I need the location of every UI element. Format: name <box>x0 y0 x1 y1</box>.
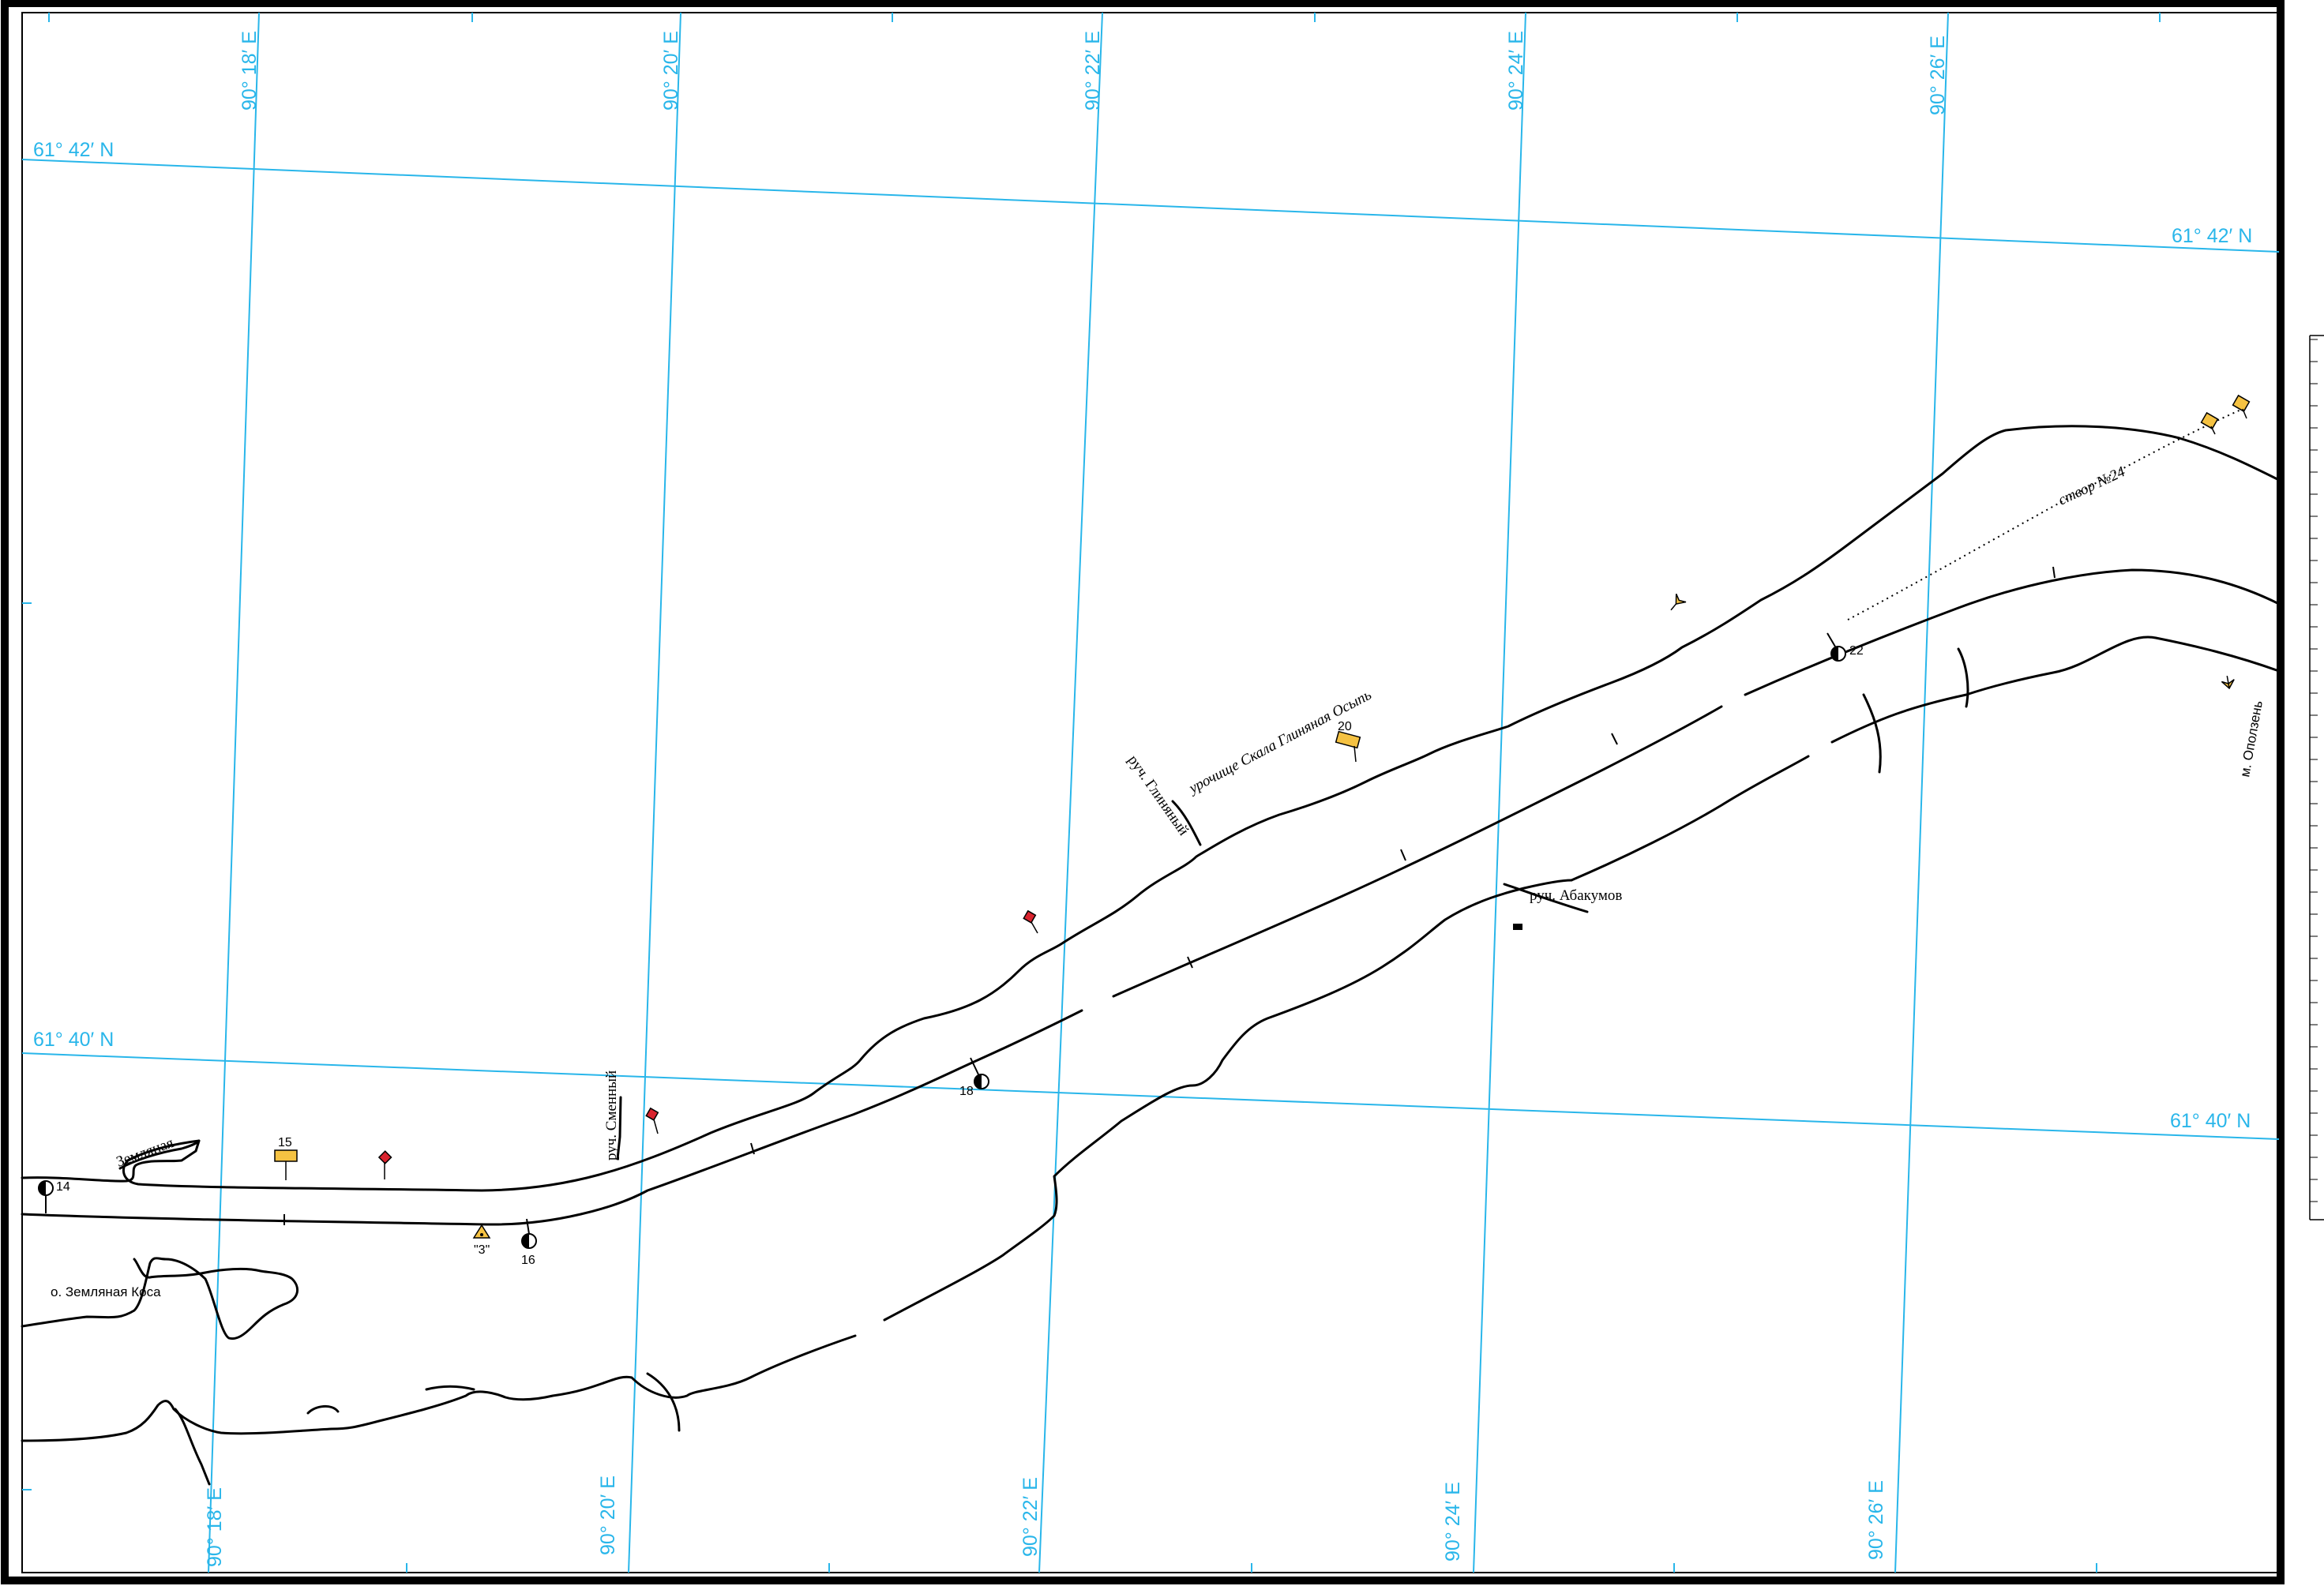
floating-buoys <box>38 632 1846 1249</box>
meridian-label-top-18: 90° 18′ E <box>238 31 261 111</box>
parallel-61-40 <box>21 1052 2280 1140</box>
island-lower-shore <box>21 1400 333 1442</box>
meridian-label-bottom-22: 90° 22′ E <box>1019 1477 1042 1557</box>
chart-inner-frame <box>21 12 2280 1573</box>
meridian-label-bottom-20: 90° 20′ E <box>597 1475 619 1555</box>
yellow-flag-sign-icon <box>2232 394 2251 419</box>
label-m-opolzen: м. Оползень <box>2237 699 2266 778</box>
half-filled-circle-icon <box>1827 632 1846 662</box>
yellow-triangle-icon <box>472 1224 491 1239</box>
half-filled-circle-icon <box>38 1180 54 1213</box>
meridian-label-top-22: 90° 22′ E <box>1082 31 1104 111</box>
meridian-90-20 <box>628 12 681 1573</box>
meridian-label-top-26: 90° 26′ E <box>1927 36 1949 115</box>
meridian-label-bottom-24: 90° 24′ E <box>1442 1482 1464 1562</box>
label-ruch-glinyany: руч. Глиняный <box>1124 752 1192 839</box>
label-o-zemlyanaya-kosa: о. Земляная Коса <box>51 1284 161 1299</box>
south-bank-2 <box>883 879 1573 1322</box>
meridian-labels-bottom: 90° 18′ E 90° 20′ E 90° 22′ E 90° 24′ E … <box>204 1475 1887 1567</box>
label-zemlyanaya: Земляная <box>115 1134 176 1171</box>
yellow-flag-sign-icon <box>2200 411 2219 435</box>
parallel-label-42-left: 61° 42′ N <box>33 139 114 161</box>
fairway-line-3 <box>1744 568 2281 696</box>
km-label-14: 14 <box>56 1180 70 1194</box>
meridian-label-top-20: 90° 20′ E <box>660 31 682 111</box>
red-buoys <box>377 909 1038 1179</box>
km-label-18: 18 <box>959 1085 974 1098</box>
south-bank-3 <box>1570 755 1810 882</box>
km-label-3: "3" <box>474 1243 490 1257</box>
red-diamond-icon <box>645 1107 659 1134</box>
river-banks <box>21 425 2281 1486</box>
label-stvor: створ №24 <box>2056 463 2128 509</box>
side-scale-strip <box>2309 335 2324 1220</box>
red-diamond-icon <box>1023 909 1038 934</box>
creek-smenny <box>616 1096 622 1160</box>
stvor-leading-line <box>1847 408 2243 621</box>
creek-glinyany <box>1171 800 1202 846</box>
fairway-line <box>21 1009 1083 1226</box>
border-ticks <box>22 13 2161 1573</box>
meridian-label-top-24: 90° 24′ E <box>1505 31 1527 111</box>
bank-signs <box>274 394 2251 1180</box>
shore-fragment-1 <box>306 1405 340 1415</box>
meridian-label-bottom-26: 90° 26′ E <box>1865 1480 1887 1560</box>
km-label-16: 16 <box>521 1254 535 1267</box>
meridian-label-bottom-18: 90° 18′ E <box>204 1487 226 1567</box>
kilometer-labels: 14 15 16 18 20 22 "3" <box>56 644 1864 1267</box>
parallel-label-40-right: 61° 40′ N <box>2170 1110 2251 1132</box>
meridian-lines <box>208 12 1949 1573</box>
fairway-ticks <box>283 566 2056 1225</box>
black-rectangle-icon <box>1513 924 1522 930</box>
parallel-labels: 61° 42′ N 61° 42′ N 61° 40′ N 61° 40′ N <box>33 139 2252 1132</box>
km-label-15: 15 <box>278 1136 292 1149</box>
meridian-90-24 <box>1473 12 1526 1573</box>
half-filled-circle-icon <box>521 1218 537 1249</box>
parallel-61-42 <box>21 159 2280 253</box>
meridian-90-26 <box>1894 12 1949 1573</box>
shore-fragment-2 <box>425 1385 475 1391</box>
north-bank <box>21 425 2281 1192</box>
yellow-flag-sign-icon <box>274 1149 298 1180</box>
leading-lights <box>1670 593 2235 690</box>
meridian-90-22 <box>1038 12 1103 1573</box>
km-label-20: 20 <box>1338 720 1352 733</box>
parallel-label-42-right: 61° 42′ N <box>2172 225 2252 247</box>
creek-abakumov <box>1503 883 1589 913</box>
creek-zemlyanaya <box>118 1139 201 1170</box>
half-filled-circle-icon <box>970 1057 989 1089</box>
south-bank <box>330 1334 857 1430</box>
creek-right-2 <box>1957 647 1969 708</box>
yellow-arrow-icon <box>1670 593 1687 611</box>
fairway-line-2 <box>1112 705 1723 998</box>
side-scale-ticks <box>2310 339 2318 1202</box>
parallel-lines <box>21 159 2280 1140</box>
red-diamond-icon <box>377 1150 392 1179</box>
yellow-flag-sign-icon <box>1335 730 1361 763</box>
yellow-arrow-icon <box>2221 676 2235 690</box>
creek-bottom-2 <box>646 1372 681 1432</box>
island-zemlyanaya-kosa <box>21 1257 299 1340</box>
label-ruch-abakumov: руч. Абакумов <box>1530 887 1622 904</box>
meridian-labels-top: 90° 18′ E 90° 20′ E 90° 22′ E 90° 24′ E … <box>238 31 1949 115</box>
south-bank-4 <box>1830 636 2281 744</box>
label-ruch-smenny: руч. Сменный <box>603 1070 620 1160</box>
creek-right-1 <box>1862 693 1882 774</box>
parallel-label-40-left: 61° 40′ N <box>33 1029 114 1051</box>
km-label-22: 22 <box>1849 644 1864 658</box>
creek-bottom-1 <box>174 1408 211 1486</box>
